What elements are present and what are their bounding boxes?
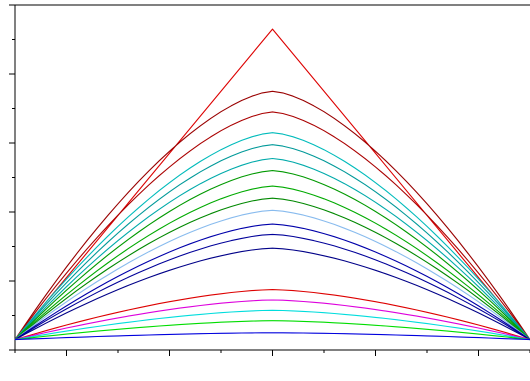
- series-line-2: [14, 90, 530, 340]
- series-line-10: [14, 209, 530, 341]
- series-line-1: [14, 28, 530, 340]
- series-line-5: [14, 144, 530, 340]
- series-line-3: [14, 111, 530, 340]
- series-line-18: [14, 332, 530, 341]
- series-line-17: [14, 320, 530, 341]
- axes: [9, 4, 530, 356]
- series-line-13: [14, 247, 530, 341]
- series-line-15: [14, 299, 530, 341]
- series-line-12: [14, 233, 530, 341]
- series-line-7: [14, 170, 530, 340]
- series-line-6: [14, 157, 530, 340]
- series-line-16: [14, 309, 530, 341]
- series-line-8: [14, 185, 530, 341]
- series-line-9: [14, 197, 530, 341]
- series-line-4: [14, 132, 530, 340]
- series-line-14: [14, 289, 530, 341]
- series-line-11: [14, 223, 530, 341]
- series-layer: [14, 28, 530, 341]
